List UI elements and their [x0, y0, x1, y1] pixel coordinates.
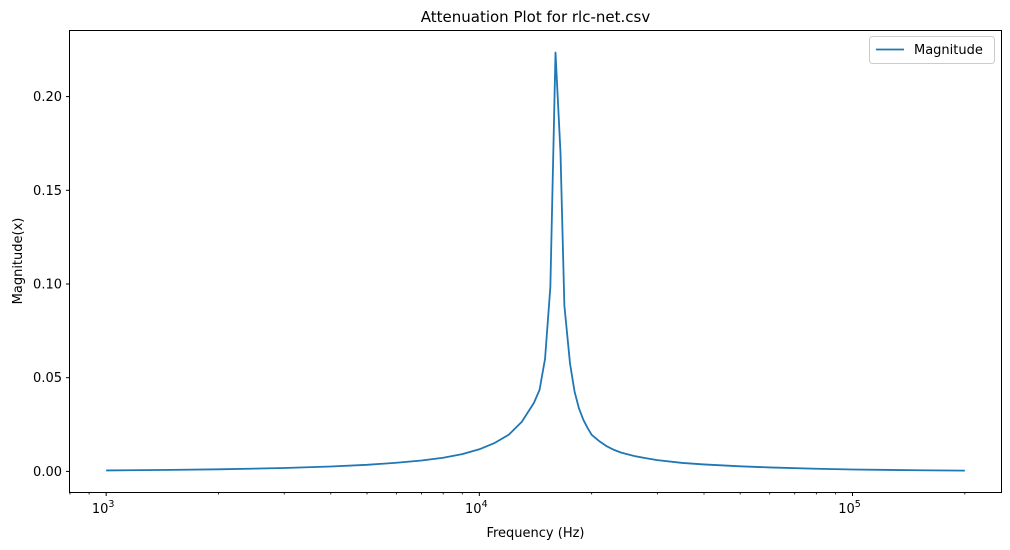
y-tick-label: 0.00 [33, 465, 62, 480]
series-layer [106, 51, 965, 472]
series-line-0 [106, 51, 965, 472]
x-tick-base: 10 [465, 502, 482, 517]
x-tick-label: 104 [465, 499, 488, 517]
x-tick-exponent: 5 [855, 499, 861, 510]
x-tick-label: 105 [838, 499, 861, 517]
y-tick-label: 0.20 [33, 90, 62, 105]
legend-box [869, 36, 995, 64]
x-tick-exponent: 3 [108, 499, 114, 510]
y-tick-label: 0.15 [33, 184, 62, 199]
x-tick-base: 10 [92, 502, 109, 517]
x-tick-exponent: 4 [482, 499, 488, 510]
x-tick-base: 10 [838, 502, 855, 517]
y-tick-label: 0.05 [33, 371, 62, 386]
x-axis-label: Frequency (Hz) [486, 526, 584, 541]
y-axis-label: Magnitude(x) [11, 218, 26, 305]
chart-title: Attenuation Plot for rlc-net.csv [421, 8, 651, 26]
legend-label: Magnitude [914, 43, 983, 58]
y-tick-label: 0.10 [33, 277, 62, 292]
legend: Magnitude [869, 36, 995, 64]
plot-frame [69, 30, 1002, 493]
x-tick-label: 103 [92, 499, 115, 517]
